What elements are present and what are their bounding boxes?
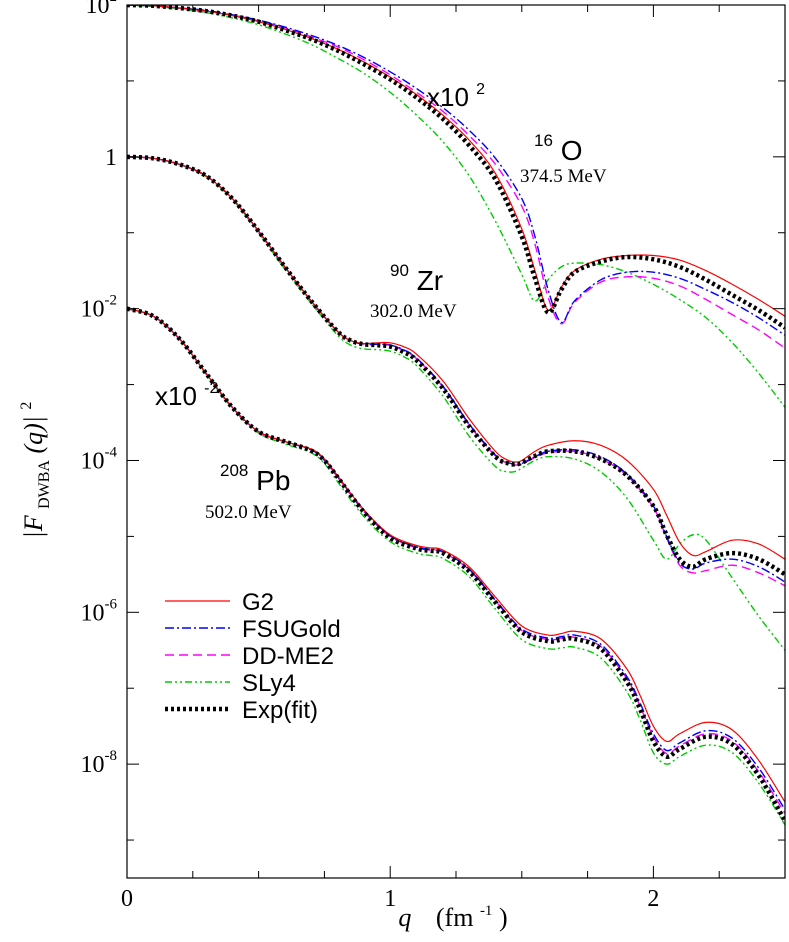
y-tick-label: 102 [86, 0, 118, 19]
y-axis-label-arg: (q)| [19, 416, 48, 453]
ticks-layer [126, 4, 786, 878]
x-axis-label-var: q [398, 903, 411, 932]
zr90-energy-label: 302.0 MeV [370, 301, 457, 322]
pb208-energy-label: 502.0 MeV [205, 502, 292, 523]
curves-layer [127, 5, 785, 826]
legend-label: Exp(fit) [242, 697, 318, 724]
legend-label: DD-ME2 [242, 643, 334, 670]
series-line-16O-dd-me2 [127, 5, 785, 349]
series-line-90Zr-g2 [127, 156, 785, 560]
zr90-nucleus-label: 90 Zr [390, 251, 443, 296]
y-tick-label: 1 [105, 145, 117, 171]
series-line-208Pb-sly4 [127, 307, 785, 826]
x-axis-label: q (fm -1 ) [398, 892, 507, 932]
series-line-16O-fsugold [127, 5, 785, 336]
y-axis-label-sup: 2 [18, 402, 35, 410]
pb208-scale-label: x10 -2 [155, 380, 218, 411]
y-tick-label: 10-2 [81, 293, 118, 323]
series-line-208Pb-dd-me2 [127, 307, 785, 814]
legend-label: G2 [242, 589, 274, 616]
series-line-90Zr-sly4 [127, 156, 785, 651]
series-line-208Pb-g2 [127, 308, 785, 803]
y-tick-label: 10-6 [81, 596, 118, 626]
x-axis-label-unit-sup: -1 [480, 903, 493, 919]
series-line-16O-g2 [127, 5, 785, 317]
y-tick-label: 10-4 [81, 444, 118, 474]
x-axis-label-unit-close: ) [499, 903, 508, 932]
y-axis-label: |F DWBA (q)| 2 [18, 402, 55, 539]
series-line-90Zr-fsugold [127, 156, 785, 583]
x-axis-label-unit: (fm [436, 903, 474, 932]
tick-labels-layer: 0 1 2 102 1 10-2 10-4 10-6 10-8 [81, 0, 660, 912]
y-axis-label-prefix: |F [19, 514, 48, 538]
y-tick-label: 10-8 [81, 748, 118, 778]
pb208-nucleus-label: 208 Pb [220, 451, 290, 496]
x-tick-label: 2 [647, 886, 659, 912]
series-line-16O-sly4 [127, 5, 785, 408]
x-tick-label: 0 [121, 886, 133, 912]
series-line-16O-exp-fit- [127, 5, 785, 330]
o16-scale-label: x10 2 [427, 81, 485, 112]
legend-label: SLy4 [242, 670, 296, 697]
series-line-208Pb-exp-fit- [127, 306, 785, 823]
series-line-90Zr-exp-fit- [127, 154, 785, 577]
y-axis-label-sub: DWBA [36, 460, 53, 509]
o16-energy-label: 374.5 MeV [520, 166, 607, 187]
x-tick-label: 1 [384, 886, 396, 912]
legend-label: FSUGold [242, 616, 341, 643]
o16-nucleus-label: 16 O [534, 121, 582, 166]
plot-frame [126, 4, 786, 879]
